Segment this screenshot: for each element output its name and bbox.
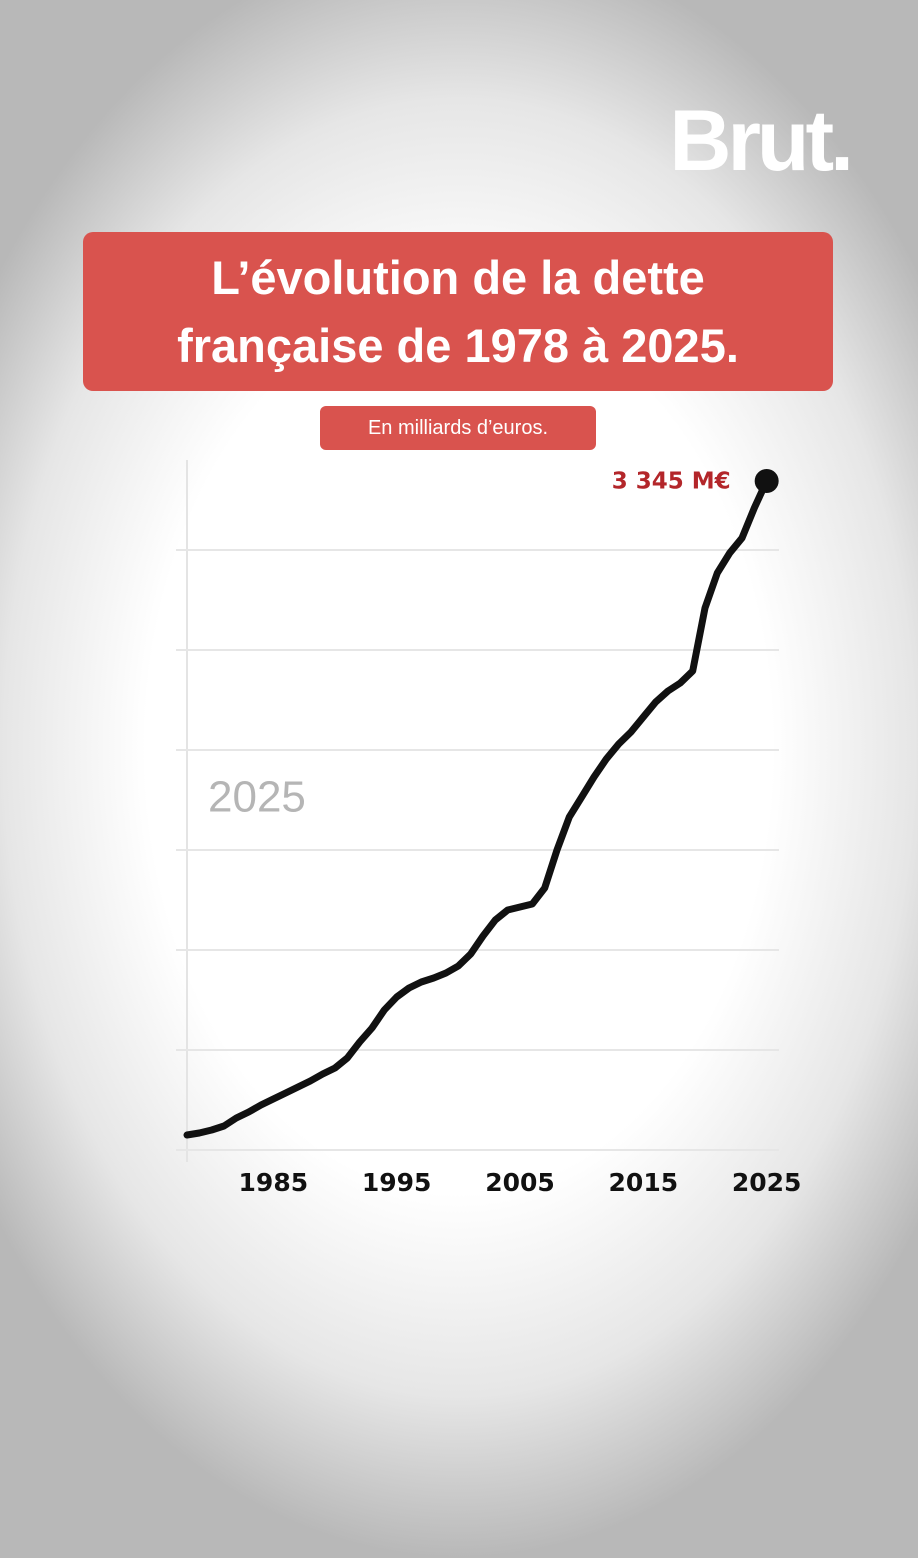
x-tick-label: 1995 [362,1168,432,1197]
chart-title: L’évolution de la dette française de 197… [83,232,833,391]
value-label: 3 345 M€ [612,469,731,495]
end-point [754,469,779,493]
x-tick-label: 1985 [239,1168,309,1197]
line [183,477,771,1139]
year-label: 2025 [208,773,306,822]
x-tick-label: 2015 [609,1168,679,1197]
x-tick-label: 2025 [732,1168,802,1197]
logo: Brut. [669,93,854,189]
chart-subtitle: En milliards d’euros. [320,406,596,450]
x-tick-label: 2005 [485,1168,555,1197]
